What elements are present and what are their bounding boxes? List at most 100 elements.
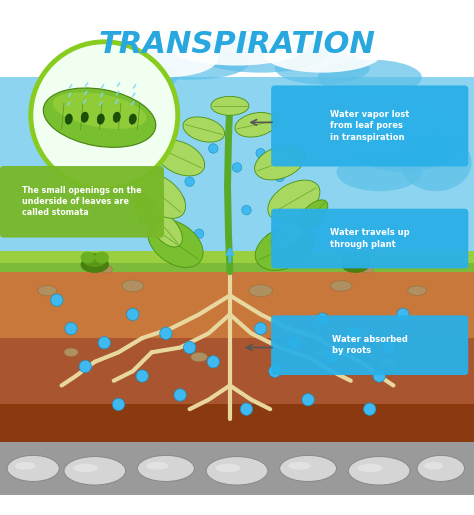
Circle shape xyxy=(127,308,139,320)
Ellipse shape xyxy=(166,23,308,65)
Ellipse shape xyxy=(129,114,137,124)
Ellipse shape xyxy=(114,40,218,77)
Bar xyxy=(0,442,474,494)
FancyBboxPatch shape xyxy=(0,166,164,237)
Bar xyxy=(0,252,474,276)
Ellipse shape xyxy=(64,348,78,356)
Circle shape xyxy=(288,337,300,349)
Ellipse shape xyxy=(341,256,370,273)
Ellipse shape xyxy=(417,455,465,482)
Circle shape xyxy=(302,393,314,406)
Ellipse shape xyxy=(97,114,104,124)
Text: Water vapor lost
from leaf pores
in transpiration: Water vapor lost from leaf pores in tran… xyxy=(330,110,410,142)
Ellipse shape xyxy=(315,348,329,356)
Ellipse shape xyxy=(81,256,109,273)
Bar xyxy=(0,21,474,77)
Circle shape xyxy=(209,144,218,153)
Ellipse shape xyxy=(356,251,370,264)
Ellipse shape xyxy=(424,462,443,470)
Text: TRANSPIRATION: TRANSPIRATION xyxy=(99,30,375,59)
Circle shape xyxy=(194,229,204,238)
Text: Water absorbed
by roots: Water absorbed by roots xyxy=(332,335,408,355)
Ellipse shape xyxy=(298,200,328,230)
Circle shape xyxy=(397,308,409,320)
Circle shape xyxy=(166,153,175,163)
Circle shape xyxy=(269,365,281,377)
Ellipse shape xyxy=(38,285,57,296)
Ellipse shape xyxy=(280,455,337,482)
Ellipse shape xyxy=(341,251,356,264)
Circle shape xyxy=(31,42,178,189)
Circle shape xyxy=(383,341,395,354)
Ellipse shape xyxy=(337,153,422,191)
Ellipse shape xyxy=(81,112,88,123)
Circle shape xyxy=(364,403,376,415)
Ellipse shape xyxy=(268,180,320,221)
Bar xyxy=(0,272,474,343)
Circle shape xyxy=(256,148,265,158)
Ellipse shape xyxy=(211,96,249,115)
Ellipse shape xyxy=(81,251,95,264)
Ellipse shape xyxy=(194,35,327,73)
Circle shape xyxy=(136,370,148,382)
Ellipse shape xyxy=(215,464,240,472)
Ellipse shape xyxy=(255,226,314,270)
Ellipse shape xyxy=(271,217,307,250)
Ellipse shape xyxy=(380,357,397,367)
Ellipse shape xyxy=(73,464,98,472)
Ellipse shape xyxy=(288,462,311,470)
Text: The small openings on the
underside of leaves are
called stomata: The small openings on the underside of l… xyxy=(22,186,142,217)
Ellipse shape xyxy=(361,266,374,273)
Bar xyxy=(0,404,474,447)
Ellipse shape xyxy=(7,455,59,482)
Circle shape xyxy=(242,205,251,215)
Circle shape xyxy=(98,337,110,349)
Ellipse shape xyxy=(53,92,146,129)
FancyBboxPatch shape xyxy=(271,315,468,375)
Circle shape xyxy=(240,403,253,415)
Circle shape xyxy=(183,341,196,354)
Circle shape xyxy=(265,234,275,243)
Circle shape xyxy=(326,351,338,363)
Circle shape xyxy=(232,163,242,172)
Circle shape xyxy=(207,356,219,368)
Ellipse shape xyxy=(318,60,422,95)
Ellipse shape xyxy=(348,457,410,485)
Ellipse shape xyxy=(137,174,185,218)
Ellipse shape xyxy=(130,46,249,80)
FancyBboxPatch shape xyxy=(271,85,468,166)
Ellipse shape xyxy=(183,117,225,142)
Circle shape xyxy=(349,327,362,339)
Circle shape xyxy=(175,196,185,205)
Ellipse shape xyxy=(146,462,169,470)
Ellipse shape xyxy=(331,281,352,291)
Text: Water travels up
through plant: Water travels up through plant xyxy=(330,229,410,249)
FancyBboxPatch shape xyxy=(271,209,468,268)
Ellipse shape xyxy=(113,112,120,123)
Bar xyxy=(0,77,474,272)
Ellipse shape xyxy=(275,52,370,84)
Ellipse shape xyxy=(137,455,194,482)
Ellipse shape xyxy=(65,114,73,124)
Ellipse shape xyxy=(344,106,462,172)
Ellipse shape xyxy=(235,112,277,137)
Ellipse shape xyxy=(344,253,367,267)
Circle shape xyxy=(65,322,77,335)
Bar xyxy=(0,338,474,409)
Ellipse shape xyxy=(95,251,109,264)
Circle shape xyxy=(51,294,63,306)
Ellipse shape xyxy=(358,464,383,472)
Circle shape xyxy=(255,322,267,335)
Circle shape xyxy=(160,327,172,339)
Circle shape xyxy=(275,172,284,182)
Ellipse shape xyxy=(206,457,268,485)
Circle shape xyxy=(137,215,147,225)
Ellipse shape xyxy=(15,462,36,470)
Ellipse shape xyxy=(149,211,182,247)
Ellipse shape xyxy=(100,266,113,273)
Ellipse shape xyxy=(249,285,273,297)
Ellipse shape xyxy=(408,286,427,296)
Circle shape xyxy=(316,313,328,325)
Bar xyxy=(0,251,474,263)
Ellipse shape xyxy=(83,58,154,87)
